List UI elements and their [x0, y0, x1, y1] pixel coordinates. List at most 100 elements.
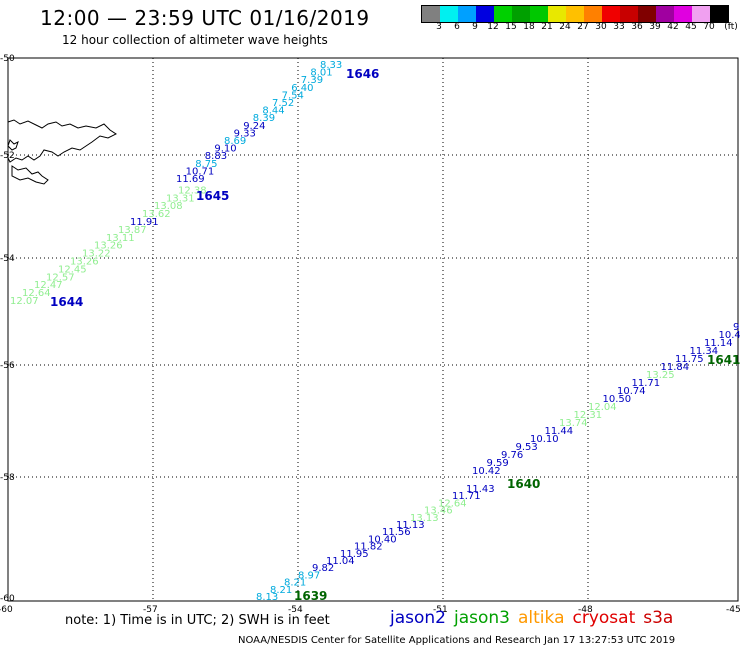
- wave-height-label: 6.40: [291, 83, 313, 94]
- wave-height-label: 13.46: [424, 506, 453, 517]
- legend-label: 18: [523, 22, 535, 32]
- wave-height-label: 9.59: [487, 458, 509, 469]
- lon-tick-label: -54: [288, 605, 303, 615]
- legend-label: 3: [436, 22, 442, 32]
- track-time-label: 1640: [507, 477, 540, 491]
- lon-tick-label: -51: [433, 605, 448, 615]
- legend-label: 33: [613, 22, 625, 32]
- map-frame: [7, 57, 739, 602]
- legend-swatch: [566, 6, 584, 22]
- wave-height-label: 11.43: [466, 484, 495, 495]
- legend-label: (ft): [724, 22, 738, 32]
- legend-swatch: [602, 6, 620, 22]
- wave-height-label: 10.10: [530, 434, 559, 445]
- legend-label: 9: [472, 22, 478, 32]
- wave-height-label: 13.13: [410, 513, 439, 524]
- wave-height-label: 11.82: [354, 542, 383, 553]
- altimeter-labels: 12.0712.6412.4712.5712.4513.2613.2213.26…: [10, 60, 740, 603]
- wave-height-label: 11.75: [675, 354, 704, 365]
- wave-height-label: 8.97: [298, 570, 320, 581]
- legend-swatch: [584, 6, 602, 22]
- map-subtitle: 12 hour collection of altimeter wave hei…: [62, 33, 328, 47]
- legend-label: 36: [631, 22, 643, 32]
- lon-tick-label: -48: [578, 605, 593, 615]
- wave-height-label: 12.04: [588, 402, 617, 413]
- track-time-label: 1645: [196, 189, 229, 203]
- lat-tick-label: -54: [0, 254, 15, 264]
- lat-tick-label: -58: [0, 473, 15, 483]
- wave-height-label: 9.24: [243, 121, 265, 132]
- wave-height-label: 9.76: [501, 450, 523, 461]
- legend-swatch: [476, 6, 494, 22]
- wave-height-label: 7.52: [272, 98, 294, 109]
- wave-height-label: 11.91: [130, 217, 159, 228]
- wave-height-label: 13.87: [118, 225, 147, 236]
- satellite-name: cryosat: [572, 608, 636, 628]
- wave-height-label: 11.04: [326, 556, 355, 567]
- wave-height-label: 7.54: [282, 90, 304, 101]
- legend-swatch: [458, 6, 476, 22]
- wave-height-label: 7.39: [301, 75, 323, 86]
- wave-height-label: 12.64: [22, 288, 51, 299]
- lat-tick-label: -52: [0, 151, 15, 161]
- legend-swatch: [710, 6, 728, 22]
- wave-height-label: 13.26: [70, 257, 99, 268]
- wave-height-label: 11.56: [382, 527, 411, 538]
- wave-height-label: 11.34: [690, 346, 719, 357]
- legend-label: 45: [685, 22, 697, 32]
- legend-label: 39: [649, 22, 661, 32]
- wave-height-label: 11.84: [661, 362, 690, 373]
- legend-swatch: [674, 6, 692, 22]
- track-time-label: 1641: [707, 353, 740, 367]
- wave-height-label: 10.74: [617, 386, 646, 397]
- wave-height-label: 11.69: [176, 174, 205, 185]
- map-title: 12:00 — 23:59 UTC 01/16/2019: [40, 6, 370, 30]
- footer-credit: NOAA/NESDIS Center for Satellite Applica…: [238, 635, 676, 646]
- wave-height-label: 11.71: [632, 378, 661, 389]
- wave-height-label: 12.64: [438, 498, 467, 509]
- lat-tick-label: -60: [0, 594, 15, 604]
- wave-height-label: 10.40: [368, 534, 397, 545]
- wave-height-label: 8.13: [256, 592, 278, 603]
- wave-height-label: 13.26: [94, 241, 123, 252]
- legend-swatch: [440, 6, 458, 22]
- satellite-name: jason2: [390, 608, 446, 628]
- footer-note: note: 1) Time is in UTC; 2) SWH is in fe…: [65, 613, 330, 628]
- legend-swatch: [692, 6, 710, 22]
- wave-height-label: 11.44: [545, 426, 574, 437]
- wave-height-label: 8.39: [253, 113, 275, 124]
- legend-label: 30: [595, 22, 607, 32]
- legend-label: 42: [667, 22, 679, 32]
- wave-height-label: 11.95: [340, 549, 369, 560]
- track-time-label: 1639: [294, 589, 327, 603]
- wave-height-label: 9: [733, 322, 739, 333]
- wave-height-label: 8.83: [205, 151, 227, 162]
- wave-height-label: 10.42: [472, 466, 501, 477]
- legend-swatch: [656, 6, 674, 22]
- wave-height-color-legend: [421, 5, 729, 23]
- wave-height-label: 10.47: [719, 330, 740, 341]
- wave-height-label: 11.13: [396, 520, 425, 531]
- legend-label: 12: [487, 22, 499, 32]
- legend-swatch: [512, 6, 530, 22]
- legend-label: 70: [703, 22, 715, 32]
- wave-height-label: 13.25: [646, 370, 675, 381]
- legend-label: 6: [454, 22, 460, 32]
- legend-swatch: [548, 6, 566, 22]
- legend-swatch: [530, 6, 548, 22]
- wave-height-label: 13.74: [559, 418, 588, 429]
- legend-swatch: [494, 6, 512, 22]
- wave-height-label: 12.31: [574, 410, 603, 421]
- wave-height-label: 13.08: [154, 201, 183, 212]
- wave-height-label: 12.07: [10, 296, 39, 307]
- wave-height-label: 8.75: [195, 159, 217, 170]
- wave-height-label: 13.11: [106, 233, 135, 244]
- wave-height-label: 13.62: [142, 209, 171, 220]
- wave-height-label: 12.45: [58, 264, 87, 275]
- lon-tick-label: -57: [143, 605, 158, 615]
- wave-height-label: 8.33: [320, 60, 342, 71]
- wave-height-label: 8.01: [310, 68, 332, 79]
- wave-height-label: 8.69: [224, 136, 246, 147]
- legend-swatch: [638, 6, 656, 22]
